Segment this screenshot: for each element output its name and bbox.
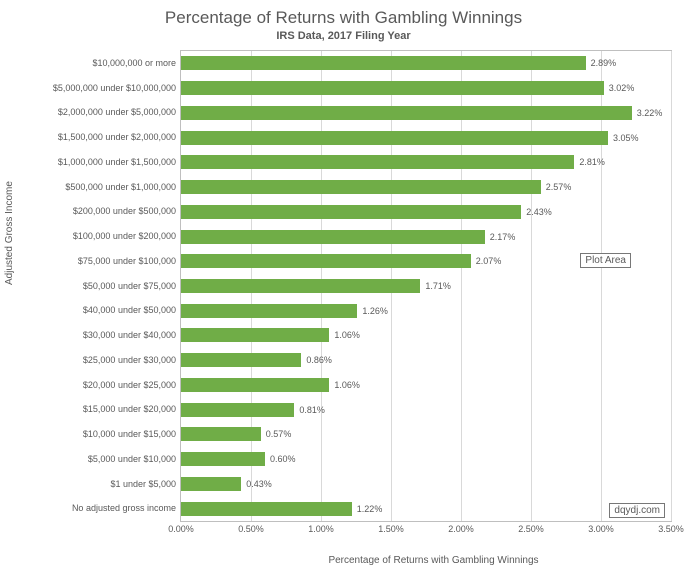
- bar: [181, 502, 352, 516]
- bar-value-label: 1.22%: [357, 502, 383, 516]
- x-tick-label: 2.00%: [448, 524, 474, 534]
- x-axis-title: Percentage of Returns with Gambling Winn…: [0, 555, 687, 566]
- bar: [181, 131, 608, 145]
- bar-row: $2,000,000 under $5,000,0003.22%: [181, 100, 671, 125]
- category-label: $15,000 under $20,000: [83, 397, 176, 422]
- bar-row: $25,000 under $30,0000.86%: [181, 348, 671, 373]
- bar-value-label: 1.26%: [362, 304, 388, 318]
- bar-row: $10,000 under $15,0000.57%: [181, 422, 671, 447]
- y-axis-title: Adjusted Gross Income: [4, 181, 15, 285]
- bar-row: $1,500,000 under $2,000,0003.05%: [181, 125, 671, 150]
- bar: [181, 180, 541, 194]
- bar: [181, 230, 485, 244]
- bar: [181, 81, 604, 95]
- category-label: $1 under $5,000: [110, 472, 176, 497]
- bar-value-label: 3.05%: [613, 131, 639, 145]
- category-label: $500,000 under $1,000,000: [65, 175, 176, 200]
- plot-area-badge: Plot Area: [580, 253, 631, 268]
- bar: [181, 353, 301, 367]
- bar: [181, 328, 329, 342]
- bar-row: No adjusted gross income1.22%: [181, 496, 671, 521]
- bar: [181, 106, 632, 120]
- bar: [181, 427, 261, 441]
- bar-row: $1,000,000 under $1,500,0002.81%: [181, 150, 671, 175]
- bar-row: $5,000 under $10,0000.60%: [181, 447, 671, 472]
- bar-value-label: 2.43%: [526, 205, 552, 219]
- category-label: $5,000 under $10,000: [88, 447, 176, 472]
- x-tick-label: 1.00%: [308, 524, 334, 534]
- bar-row: $5,000,000 under $10,000,0003.02%: [181, 76, 671, 101]
- category-label: $40,000 under $50,000: [83, 298, 176, 323]
- category-label: $25,000 under $30,000: [83, 348, 176, 373]
- bar-row: $50,000 under $75,0001.71%: [181, 274, 671, 299]
- category-label: $30,000 under $40,000: [83, 323, 176, 348]
- bar-row: $500,000 under $1,000,0002.57%: [181, 175, 671, 200]
- bar-value-label: 2.17%: [490, 230, 516, 244]
- bar-value-label: 1.06%: [334, 328, 360, 342]
- bar: [181, 254, 471, 268]
- x-tick-label: 0.50%: [238, 524, 264, 534]
- chart-subtitle: IRS Data, 2017 Filing Year: [0, 28, 687, 42]
- bar: [181, 452, 265, 466]
- bar-row: $15,000 under $20,0000.81%: [181, 397, 671, 422]
- bar-value-label: 0.57%: [266, 427, 292, 441]
- bar: [181, 403, 294, 417]
- plot-area: dqydj.com 0.00%0.50%1.00%1.50%2.00%2.50%…: [180, 50, 672, 522]
- bar-value-label: 1.06%: [334, 378, 360, 392]
- bar: [181, 279, 420, 293]
- category-label: $2,000,000 under $5,000,000: [58, 100, 176, 125]
- bar: [181, 477, 241, 491]
- bar-row: $100,000 under $200,0002.17%: [181, 224, 671, 249]
- bar-value-label: 2.89%: [591, 56, 617, 70]
- category-label: $10,000 under $15,000: [83, 422, 176, 447]
- bar: [181, 56, 586, 70]
- category-label: No adjusted gross income: [72, 496, 176, 521]
- x-tick-label: 0.00%: [168, 524, 194, 534]
- chart-title: Percentage of Returns with Gambling Winn…: [0, 0, 687, 28]
- category-label: $50,000 under $75,000: [83, 274, 176, 299]
- bar-value-label: 2.81%: [579, 155, 605, 169]
- bar-row: $10,000,000 or more2.89%: [181, 51, 671, 76]
- bar-row: $200,000 under $500,0002.43%: [181, 199, 671, 224]
- bar-value-label: 0.43%: [246, 477, 272, 491]
- category-label: $5,000,000 under $10,000,000: [53, 76, 176, 101]
- x-tick-label: 1.50%: [378, 524, 404, 534]
- bar-value-label: 3.22%: [637, 106, 663, 120]
- bar-row: $30,000 under $40,0001.06%: [181, 323, 671, 348]
- bar: [181, 155, 574, 169]
- bar: [181, 304, 357, 318]
- bar-value-label: 0.60%: [270, 452, 296, 466]
- bar-value-label: 0.86%: [306, 353, 332, 367]
- category-label: $1,000,000 under $1,500,000: [58, 150, 176, 175]
- category-label: $200,000 under $500,000: [73, 199, 176, 224]
- bar: [181, 205, 521, 219]
- category-label: $10,000,000 or more: [92, 51, 176, 76]
- category-label: $75,000 under $100,000: [78, 249, 176, 274]
- bar-value-label: 1.71%: [425, 279, 451, 293]
- x-tick-label: 2.50%: [518, 524, 544, 534]
- category-label: $100,000 under $200,000: [73, 224, 176, 249]
- bar-value-label: 2.07%: [476, 254, 502, 268]
- gridline: [671, 51, 672, 521]
- x-tick-label: 3.50%: [658, 524, 684, 534]
- bar-row: $20,000 under $25,0001.06%: [181, 373, 671, 398]
- chart-container: Percentage of Returns with Gambling Winn…: [0, 0, 687, 570]
- bar-row: $1 under $5,0000.43%: [181, 472, 671, 497]
- category-label: $1,500,000 under $2,000,000: [58, 125, 176, 150]
- bar-value-label: 3.02%: [609, 81, 635, 95]
- x-tick-label: 3.00%: [588, 524, 614, 534]
- bar-value-label: 2.57%: [546, 180, 572, 194]
- bar-value-label: 0.81%: [299, 403, 325, 417]
- bar-row: $40,000 under $50,0001.26%: [181, 298, 671, 323]
- bar: [181, 378, 329, 392]
- category-label: $20,000 under $25,000: [83, 373, 176, 398]
